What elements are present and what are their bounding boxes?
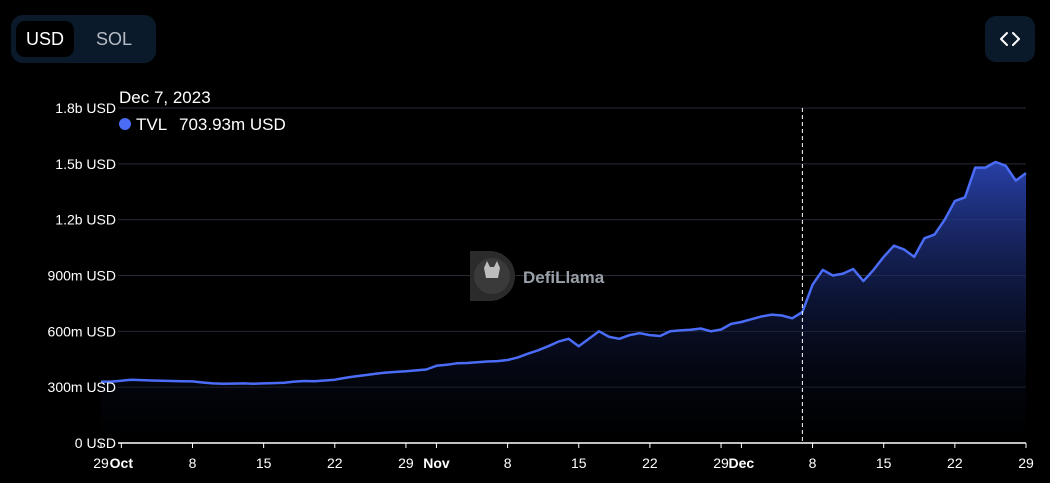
embed-button[interactable] [985,16,1035,62]
x-tick-label: 8 [504,455,512,471]
x-tick-label: 29 [93,455,109,471]
x-tick-label: Oct [110,455,134,471]
x-tick-label: Nov [423,455,450,471]
tooltip: Dec 7, 2023 TVL 703.93m USD [119,88,286,134]
x-tick-label: 8 [809,455,817,471]
tooltip-series-marker [119,118,131,130]
y-tick-label: 0 USD [75,435,116,451]
y-tick-label: 600m USD [48,323,116,339]
x-tick-label: 8 [189,455,197,471]
x-tick-label: 29 [1018,455,1034,471]
x-tick-label: 15 [876,455,892,471]
y-tick-label: 1.2b USD [55,212,116,228]
tvl-line [101,160,1027,386]
y-tick-label: 900m USD [48,268,116,284]
code-brackets-icon [1000,32,1020,46]
sol-toggle-button[interactable]: SOL [78,21,150,57]
tvl-area [101,162,1026,443]
y-axis: 0 USD 300m USD 600m USD 900m USD 1.2b USD 1.5… [48,100,116,451]
x-axis: 29 Oct 8 15 22 29 Nov 8 15 22 29 Dec 8 15 22 29 [93,442,1034,471]
usd-toggle-button[interactable]: USD [16,21,74,57]
x-tick-label: 15 [571,455,587,471]
y-tick-label: 300m USD [48,379,116,395]
x-tick-label: Dec [729,455,755,471]
y-tick-label: 1.5b USD [55,156,116,172]
watermark-text: DefiLlama [523,268,605,287]
y-tick-label: 1.8b USD [55,100,116,116]
defillama-logo-icon [470,251,515,301]
currency-toggle: USD SOL [11,15,156,63]
watermark: DefiLlama [470,251,605,301]
x-tick-label: 29 [713,455,729,471]
x-tick-label: 22 [327,455,343,471]
x-tick-label: 15 [256,455,272,471]
tooltip-series-name: TVL [136,115,167,134]
x-tick-label: 22 [642,455,658,471]
tooltip-value: 703.93m USD [179,115,286,134]
x-tick-label: 29 [398,455,414,471]
tooltip-date: Dec 7, 2023 [119,88,211,107]
x-tick-label: 22 [947,455,963,471]
